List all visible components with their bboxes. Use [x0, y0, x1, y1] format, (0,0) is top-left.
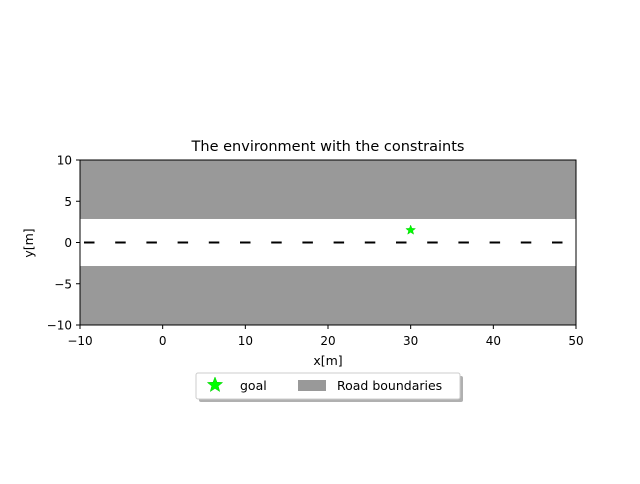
x-axis-label: x[m]	[313, 353, 342, 368]
x-tick-label: 40	[486, 334, 501, 348]
road-boundary-region	[80, 266, 576, 325]
x-tick-label: 50	[568, 334, 583, 348]
road-boundary-region	[80, 160, 576, 219]
y-axis-label: y[m]	[21, 228, 36, 257]
x-tick-label: 0	[159, 334, 167, 348]
y-tick-label: −10	[47, 319, 72, 333]
x-tick-label: 20	[320, 334, 335, 348]
y-axis: −10 −5 0 5 10	[47, 154, 80, 333]
plot-area	[79, 159, 577, 326]
x-tick-label: −10	[67, 334, 92, 348]
x-tick-label: 10	[238, 334, 253, 348]
legend-frame	[195, 372, 461, 400]
goal-marker	[405, 224, 417, 235]
legend: goal Road boundaries	[195, 372, 463, 402]
y-tick-label: 0	[64, 236, 72, 250]
legend-label-goal: goal	[240, 378, 267, 393]
legend-label-road-boundaries: Road boundaries	[337, 378, 442, 393]
chart-title: The environment with the constraints	[191, 139, 465, 155]
y-tick-label: −5	[54, 277, 72, 291]
legend-goal-star-icon	[206, 376, 224, 393]
x-axis: −10 0 10 20 30 40 50	[67, 325, 584, 348]
legend-road-boundaries-swatch	[298, 380, 326, 391]
y-tick-label: 5	[64, 195, 72, 209]
x-tick-label: 30	[403, 334, 418, 348]
y-tick-label: 10	[57, 154, 72, 168]
